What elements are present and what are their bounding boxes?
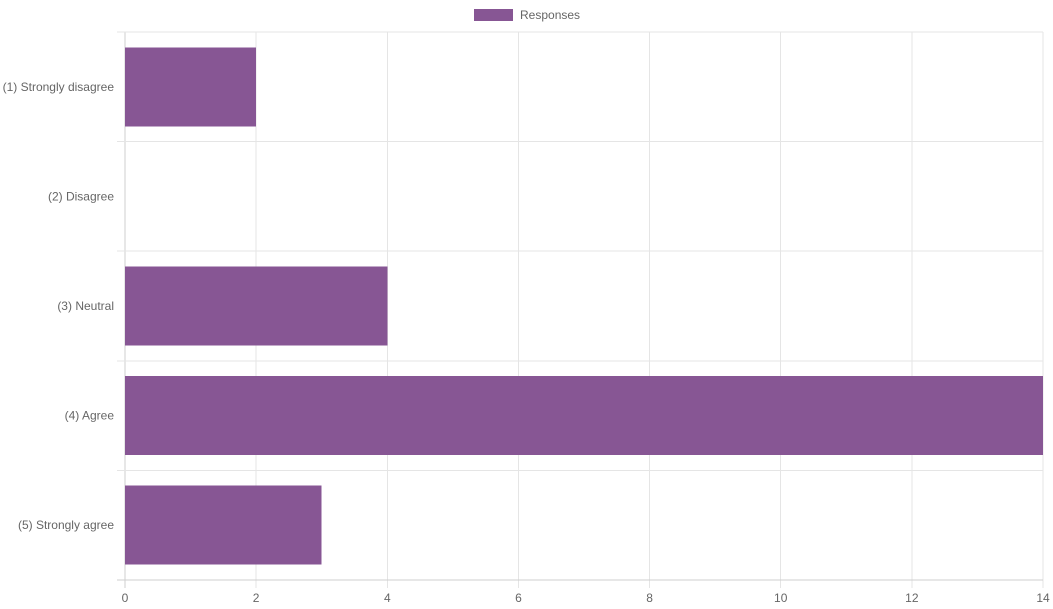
x-tick-label: 6: [515, 591, 522, 605]
axes: 0 2 4 6 8 10 12 14 (1) Strongly disagree (2) Disa…: [3, 80, 1050, 605]
x-tick-label: 4: [384, 591, 391, 605]
bar-5[interactable]: [125, 485, 322, 565]
legend[interactable]: Responses: [474, 8, 580, 22]
bars: [125, 47, 1043, 565]
legend-swatch-responses[interactable]: [474, 9, 513, 21]
x-tick-label: 8: [646, 591, 653, 605]
legend-label-responses[interactable]: Responses: [520, 8, 580, 22]
bar-4[interactable]: [125, 376, 1043, 456]
grid: [117, 31, 1044, 588]
x-tick-label: 2: [253, 591, 260, 605]
x-tick-label: 12: [905, 591, 919, 605]
x-tick-label: 0: [122, 591, 129, 605]
y-tick-label: (2) Disagree: [48, 189, 114, 203]
y-tick-label: (5) Strongly agree: [18, 518, 114, 532]
x-tick-label: 14: [1036, 591, 1050, 605]
y-tick-label: (3) Neutral: [57, 299, 114, 313]
x-tick-label: 10: [774, 591, 788, 605]
bar-3[interactable]: [125, 266, 388, 346]
bar-1[interactable]: [125, 47, 257, 127]
y-tick-label: (4) Agree: [65, 409, 115, 423]
y-tick-label: (1) Strongly disagree: [3, 80, 115, 94]
